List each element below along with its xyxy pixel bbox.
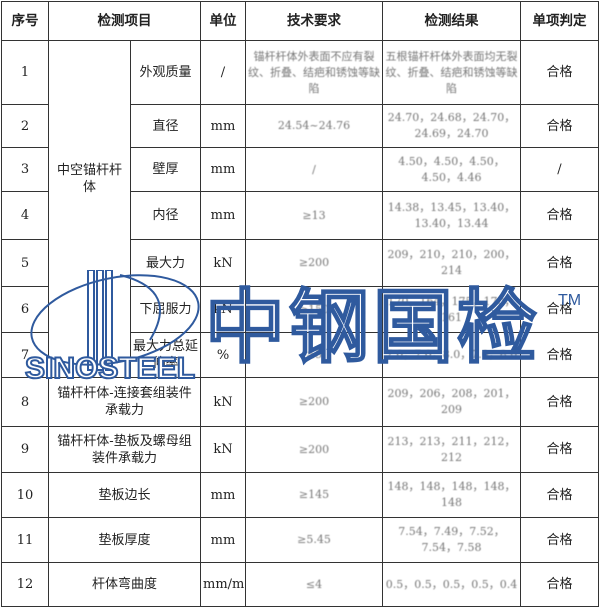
test-item: 垫板厚度 xyxy=(48,517,201,563)
unit-cell: kN xyxy=(200,239,246,287)
unit-cell: mm xyxy=(200,147,246,192)
table-row: 10 垫板边长 mm ≥145 148，148，148，148，148 合格 xyxy=(1,472,599,518)
requirement-cell: ≥145 xyxy=(245,472,383,518)
table-row: 3 壁厚 mm/4.50，4.50，4.50，4.50，4.46/ xyxy=(1,147,599,192)
result-cell: 4.50，4.50，4.50，4.50，4.46 xyxy=(382,147,521,192)
unit-cell: / xyxy=(200,40,246,105)
requirement-cell: / xyxy=(245,147,383,192)
table-header-row: 序号 检测项目 单位 技术要求 检测结果 单项判定 xyxy=(1,1,599,41)
unit-cell: mm/m xyxy=(200,562,246,607)
row-number: 11 xyxy=(1,517,49,563)
result-cell: 0.5，0.5，0.5，0.5，0.4 xyxy=(382,562,521,607)
test-item: 垫板边长 xyxy=(48,472,201,518)
unit-cell: mm xyxy=(200,104,246,148)
requirement-cell: ≥200 xyxy=(245,426,383,473)
unit-cell: kN xyxy=(200,377,246,427)
test-item: 外观质量 xyxy=(130,40,201,105)
unit-cell: kN xyxy=(200,286,246,333)
verdict-cell: 合格 xyxy=(520,239,599,287)
table-row: 4 内径 mm ≥13 14.38，13.45，13.40，13.40，13.44 合格 xyxy=(1,191,599,240)
requirement-cell: 锚杆杆体外表面不应有裂纹、折叠、结疤和锈蚀等缺陷 xyxy=(245,40,383,105)
row-number: 5 xyxy=(1,239,49,287)
table-row: 12 杆体弯曲度 mm/m ≤4 0.5，0.5，0.5，0.5，0.4 合格 xyxy=(1,562,599,607)
verdict-cell: 合格 xyxy=(520,286,599,333)
test-item: 杆体弯曲度 xyxy=(48,562,201,607)
result-cell: 14.38，13.45，13.40，13.40，13.44 xyxy=(382,191,521,240)
requirement-cell: ≥13 xyxy=(245,191,383,240)
verdict-cell: 合格 xyxy=(520,472,599,518)
header-unit: 单位 xyxy=(200,1,246,41)
row-number: 1 xyxy=(1,40,49,105)
verdict-cell: 合格 xyxy=(520,104,599,148)
row-number: 9 xyxy=(1,426,49,473)
verdict-cell: / xyxy=(520,147,599,192)
result-cell: 7.54，7.49，7.52，7.54，7.58 xyxy=(382,517,521,563)
requirement-cell: ≥200 xyxy=(245,377,383,427)
group-label: 中空锚杆杆体 xyxy=(48,40,131,378)
test-item: 下屈服力 xyxy=(130,286,201,333)
row-number: 7 xyxy=(1,332,49,378)
requirement-cell: ≤4 xyxy=(245,562,383,607)
table-row: 9 锚杆杆体-垫板及螺母组装件承载力 kN ≥200 213，213，211，212，2… xyxy=(1,426,599,473)
row-number: 8 xyxy=(1,377,49,427)
test-item: 最大力 xyxy=(130,239,201,287)
test-item: 内径 xyxy=(130,191,201,240)
result-cell: 209，206，208，201，209 xyxy=(382,377,521,427)
result-cell: 170，164，175，170，161 xyxy=(382,286,521,333)
verdict-cell: 合格 xyxy=(520,377,599,427)
header-requirement: 技术要求 xyxy=(245,1,383,41)
unit-cell: mm xyxy=(200,191,246,240)
row-number: 12 xyxy=(1,562,49,607)
header-verdict: 单项判定 xyxy=(520,1,599,41)
verdict-cell: 合格 xyxy=(520,426,599,473)
requirement-cell: ≥5.45 xyxy=(245,517,383,563)
row-number: 3 xyxy=(1,147,49,192)
table-row: 2 直径 mm 24.54~24.76 24.70，24.68，24.70，24.69，… xyxy=(1,104,599,148)
result-cell: 209，210，210，200，214 xyxy=(382,239,521,287)
result-cell: 213，213，211，212，212 xyxy=(382,426,521,473)
table-row: 8 锚杆杆体-连接套组装件承载力 kN ≥200 209，206，208，201，209… xyxy=(1,377,599,427)
test-item: 锚杆杆体-连接套组装件承载力 xyxy=(48,377,201,427)
result-cell: 24.70，24.68，24.70，24.69，24.70 xyxy=(382,104,521,148)
requirement-cell: ≥200 xyxy=(245,239,383,287)
verdict-cell: 合格 xyxy=(520,40,599,105)
test-item: 直径 xyxy=(130,104,201,148)
row-number: 6 xyxy=(1,286,49,333)
result-cell: 五根锚杆杆体外表面均无裂纹、折叠、结疤和锈蚀等缺陷 xyxy=(382,40,521,105)
test-item: 最大力总延伸率 xyxy=(130,332,201,378)
header-result: 检测结果 xyxy=(382,1,521,41)
test-item: 壁厚 xyxy=(130,147,201,192)
verdict-cell: 合格 xyxy=(520,191,599,240)
test-item: 锚杆杆体-垫板及螺母组装件承载力 xyxy=(48,426,201,473)
unit-cell: mm xyxy=(200,472,246,518)
result-cell: 148，148，148，148，148 xyxy=(382,472,521,518)
table-row: 11 垫板厚度 mm ≥5.45 7.54，7.49，7.52，7.54，7.58 合格 xyxy=(1,517,599,563)
row-number: 4 xyxy=(1,191,49,240)
verdict-cell: 合格 xyxy=(520,562,599,607)
row-number: 2 xyxy=(1,104,49,148)
result-cell: 7.0，7.0，8.0，7.0，8.0 xyxy=(382,332,521,378)
table-row: 1 中空锚杆杆体 外观质量 / 锚杆杆体外表面不应有裂纹、折叠、结疤和锈蚀等缺陷 五根锚杆… xyxy=(1,40,599,378)
requirement-cell: ≥150 xyxy=(245,286,383,333)
verdict-cell: 合格 xyxy=(520,332,599,378)
row-number: 10 xyxy=(1,472,49,518)
header-item: 检测项目 xyxy=(48,1,201,41)
verdict-cell: 合格 xyxy=(520,517,599,563)
header-no: 序号 xyxy=(1,1,49,41)
requirement-cell: ≥5 xyxy=(245,332,383,378)
unit-cell: kN xyxy=(200,426,246,473)
unit-cell: mm xyxy=(200,517,246,563)
requirement-cell: 24.54~24.76 xyxy=(245,104,383,148)
unit-cell: % xyxy=(200,332,246,378)
